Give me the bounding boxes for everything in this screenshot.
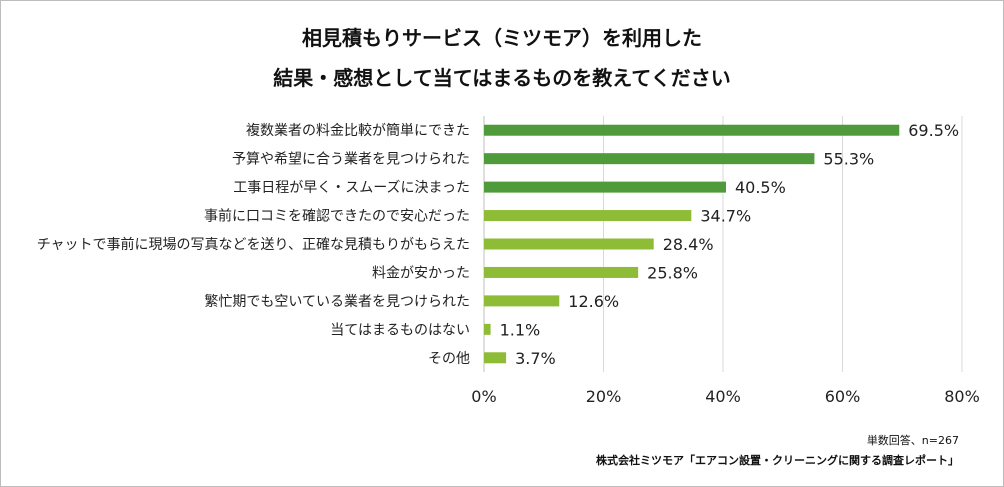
category-label: 工事日程が早く・スムーズに決まった — [233, 180, 470, 196]
bar — [484, 295, 560, 307]
bar — [484, 153, 815, 165]
value-label: 28.4% — [663, 235, 714, 254]
value-label: 12.6% — [568, 292, 619, 311]
sample-note: 単数回答、n=267 — [866, 434, 959, 447]
value-label: 34.7% — [700, 207, 751, 226]
value-label: 69.5% — [908, 121, 959, 140]
x-tick-label: 20% — [586, 387, 622, 406]
bar — [484, 352, 507, 364]
category-label: 事前に口コミを確認できたので安心だった — [204, 208, 470, 225]
category-label: チャットで事前に現場の写真などを送り、正確な見積もりがもらえた — [37, 236, 470, 253]
value-label: 55.3% — [823, 150, 874, 169]
value-label: 25.8% — [647, 263, 698, 282]
x-tick-label: 40% — [705, 387, 741, 406]
chart-title-line1: 相見積もりサービス（ミツモア）を利用した — [302, 26, 702, 50]
category-label: 繁忙期でも空いている業者を見つけられた — [204, 294, 470, 310]
x-tick-label: 60% — [825, 387, 861, 406]
bar — [484, 266, 639, 278]
category-label: その他 — [428, 351, 470, 367]
bar — [484, 181, 726, 193]
category-label: 当てはまるものはない — [330, 322, 470, 338]
bar — [484, 210, 692, 222]
chart-title-line2: 結果・感想として当てはまるものを教えてください — [273, 66, 731, 90]
category-label: 予算や希望に合う業者を見つけられた — [232, 152, 470, 168]
x-tick-label: 80% — [944, 387, 980, 406]
category-label: 料金が安かった — [372, 265, 470, 281]
value-label: 3.7% — [515, 349, 556, 368]
bar — [484, 124, 900, 136]
bar — [484, 238, 654, 250]
source-note: 株式会社ミツモア「エアコン設置・クリーニングに関する調査レポート」 — [596, 454, 959, 467]
value-label: 1.1% — [500, 320, 541, 339]
category-label: 複数業者の料金比較が簡単にできた — [246, 122, 470, 139]
value-label: 40.5% — [735, 178, 786, 197]
x-tick-label: 0% — [471, 387, 496, 406]
bar — [484, 323, 491, 335]
